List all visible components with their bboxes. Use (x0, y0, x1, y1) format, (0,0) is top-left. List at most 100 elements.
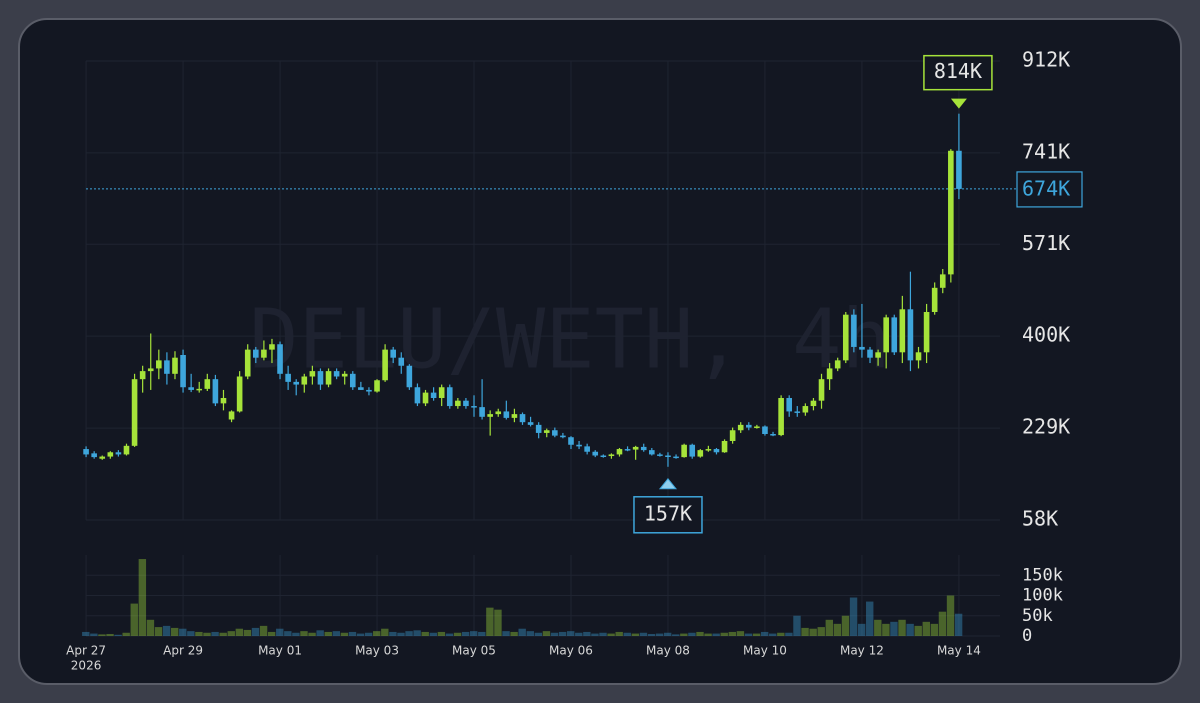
volume-bar (930, 623, 939, 636)
volume-bar (591, 633, 599, 636)
high-marker (950, 98, 967, 109)
volume-tick-label: 150k (1022, 565, 1063, 585)
volume-tick-label: 50k (1022, 606, 1053, 626)
candle-body (802, 406, 809, 413)
volume-bar (90, 633, 98, 636)
volume-bar (453, 632, 462, 636)
volume-bar (696, 631, 704, 636)
volume-bar (793, 615, 801, 636)
candle-body (527, 422, 534, 425)
candle-body (705, 449, 712, 451)
volume-bar (841, 615, 850, 636)
volume-bar (389, 631, 397, 636)
volume-bar (857, 623, 866, 636)
volume-bar (518, 628, 526, 636)
volume-bar (801, 627, 809, 636)
last-price-box (1016, 171, 1083, 208)
low-label: 157K (644, 501, 692, 525)
x-tick-label: Apr 27 (66, 644, 106, 658)
volume-bar (906, 623, 914, 636)
volume-bar (324, 631, 332, 636)
volume-bar (461, 631, 470, 636)
candle-body (584, 446, 590, 452)
candle-body (406, 365, 413, 388)
candle-body (826, 368, 833, 380)
candle-body (139, 371, 146, 380)
candle-body (834, 360, 841, 369)
candle-body (358, 387, 364, 390)
x-tick-label: May 10 (743, 644, 787, 658)
candle-body (721, 440, 728, 453)
candle-body (244, 349, 251, 377)
candle-body (325, 371, 332, 385)
candle-body (430, 392, 437, 398)
volume-bar (655, 633, 664, 636)
y-tick-label: 229K (1022, 415, 1070, 439)
candle-body (632, 446, 639, 450)
candle-body (818, 379, 825, 401)
volume-bar (494, 609, 502, 636)
volume-bar (122, 632, 130, 636)
candle-body (875, 352, 881, 358)
volume-tick-label: 100k (1022, 586, 1063, 606)
volume-bar (203, 632, 211, 636)
candle-body (939, 274, 946, 288)
candle-body (123, 445, 130, 455)
low-label-box (633, 496, 703, 534)
x-tick-label: May 06 (549, 644, 593, 658)
candle-body (689, 444, 696, 457)
candle-body (196, 388, 203, 391)
volume-bar (898, 619, 906, 636)
candle-body (519, 414, 526, 423)
candle-body (382, 349, 388, 381)
candle-body (390, 349, 396, 358)
volume-bar (712, 633, 720, 636)
volume-bar (219, 632, 227, 636)
volume-bar (259, 625, 268, 636)
candle-body (745, 424, 752, 428)
candle-body (366, 389, 372, 392)
candle-body (91, 453, 97, 458)
volume-bar (728, 631, 737, 636)
candle-body (156, 360, 162, 369)
volume-bar (478, 631, 486, 636)
high-label-box (923, 54, 993, 91)
volume-bar (364, 632, 373, 636)
volume-bar (437, 631, 446, 636)
candle-body (164, 360, 170, 374)
volume-bar (866, 601, 874, 636)
volume-bar (162, 625, 171, 636)
candle-body (956, 150, 962, 189)
volume-bar (98, 634, 106, 636)
volume-bar (170, 627, 179, 636)
y-tick-label: 400K (1022, 323, 1070, 347)
candle-body (592, 451, 599, 456)
candle-body (446, 387, 453, 407)
volume-bar (623, 632, 631, 636)
candle-body (285, 373, 291, 382)
candle-body (99, 456, 106, 459)
candle-body (341, 373, 348, 377)
volume-bar (849, 597, 858, 636)
volume-bar (615, 631, 623, 636)
candle-body (737, 424, 744, 431)
x-tick-label: May 01 (258, 644, 302, 658)
y-tick-label: 58K (1022, 507, 1058, 531)
volume-bar (720, 632, 728, 636)
volume-bar (607, 633, 615, 636)
candle-body (535, 424, 542, 433)
candle-body (220, 397, 227, 404)
candle-body (560, 435, 566, 438)
candle-body (778, 397, 784, 436)
volume-bar (356, 633, 365, 636)
candle-body (349, 373, 356, 388)
year-label: 2026 (71, 659, 102, 673)
last-price-label: 674K (1022, 176, 1070, 200)
volume-bar (316, 630, 324, 636)
candle-body (552, 430, 558, 436)
candle-body (204, 379, 211, 389)
volume-bar (534, 632, 543, 636)
volume-bar (381, 628, 389, 636)
candle-body (212, 379, 219, 404)
volume-bar (599, 632, 607, 636)
